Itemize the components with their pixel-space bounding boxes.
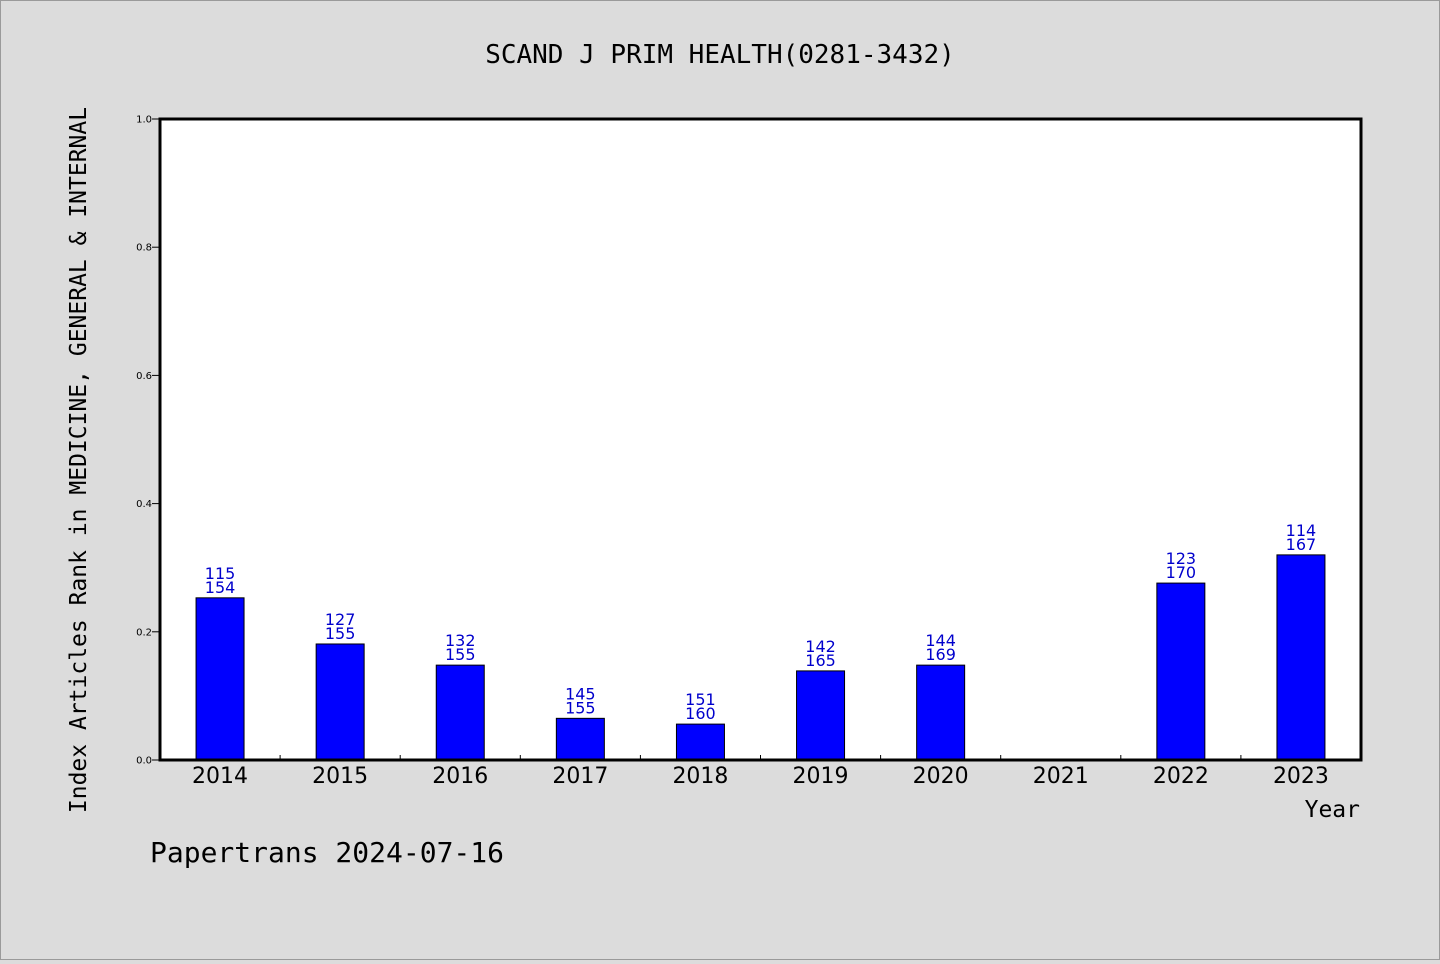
x-tick-label: 2016 — [432, 764, 488, 789]
bar-rank-label: 144 — [925, 631, 956, 650]
bar-total-label: 154 — [205, 578, 236, 597]
y-tick-label: 0.6 — [136, 371, 152, 382]
bar-2020 — [916, 664, 966, 761]
bar-2023 — [1276, 554, 1326, 761]
bar-total-label: 155 — [445, 645, 476, 664]
ticks-layer: 0.0 0.2 0.4 0.6 0.8 1.0 2014 2015 2016 2017 2018 20… — [136, 115, 1329, 790]
x-axis-title: Year — [1305, 797, 1360, 823]
bar-2017 — [555, 717, 605, 761]
bar-2015 — [315, 643, 365, 761]
bar-total-label: 155 — [565, 698, 596, 717]
bar-rank-label: 132 — [445, 631, 476, 650]
y-tick-label: 0.0 — [136, 756, 152, 767]
bar-rank-label: 151 — [685, 690, 716, 709]
x-tick-label: 2017 — [552, 764, 608, 789]
bar-total-label: 170 — [1166, 563, 1197, 582]
chart-title: SCAND J PRIM HEALTH(0281-3432) — [485, 40, 955, 70]
footer-text: Papertrans 2024-07-16 — [150, 836, 504, 869]
bar-2014 — [195, 597, 245, 761]
bar-rank-label: 145 — [565, 684, 596, 703]
bar-2019 — [796, 670, 846, 761]
plot-frame — [158, 117, 1363, 762]
bar-total-label: 160 — [685, 704, 716, 723]
bar-2022 — [1156, 582, 1206, 761]
bar-2018 — [675, 723, 725, 761]
x-tick-label: 2018 — [672, 764, 728, 789]
bar-rank-label: 114 — [1286, 521, 1317, 540]
bar-2016 — [435, 664, 485, 761]
x-tick-label: 2014 — [192, 764, 248, 789]
x-tick-label: 2023 — [1273, 764, 1329, 789]
bar-rank-label: 142 — [805, 637, 836, 656]
x-tick-label: 2019 — [793, 764, 849, 789]
bar-total-label: 165 — [805, 651, 836, 670]
bar-rank-label: 115 — [205, 564, 236, 583]
bar-rank-label: 123 — [1166, 549, 1197, 568]
bar-total-label: 167 — [1286, 535, 1317, 554]
bar-rank-label: 127 — [325, 610, 356, 629]
x-tick-label: 2022 — [1153, 764, 1209, 789]
y-axis-label: Index Articles Rank in MEDICINE, GENERAL… — [66, 107, 92, 813]
y-tick-label: 0.8 — [136, 243, 152, 254]
x-tick-label: 2015 — [312, 764, 368, 789]
bar-total-label: 169 — [925, 645, 956, 664]
y-tick-label: 0.2 — [136, 627, 152, 638]
bar-total-label: 155 — [325, 624, 356, 643]
y-tick-label: 0.4 — [136, 499, 152, 510]
y-tick-label: 1.0 — [136, 115, 152, 126]
x-tick-label: 2020 — [913, 764, 969, 789]
x-tick-label: 2021 — [1033, 764, 1089, 789]
